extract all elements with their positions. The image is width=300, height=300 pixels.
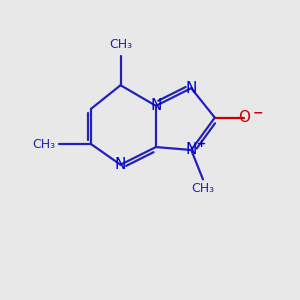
Text: CH₃: CH₃: [109, 38, 132, 51]
Text: CH₃: CH₃: [33, 138, 56, 151]
Text: N: N: [185, 81, 197, 96]
Text: O: O: [238, 110, 250, 125]
Text: CH₃: CH₃: [191, 182, 214, 195]
Text: N: N: [115, 157, 126, 172]
Text: N: N: [150, 98, 162, 113]
Text: +: +: [197, 139, 206, 148]
Text: −: −: [253, 107, 264, 120]
Text: N: N: [185, 142, 197, 158]
